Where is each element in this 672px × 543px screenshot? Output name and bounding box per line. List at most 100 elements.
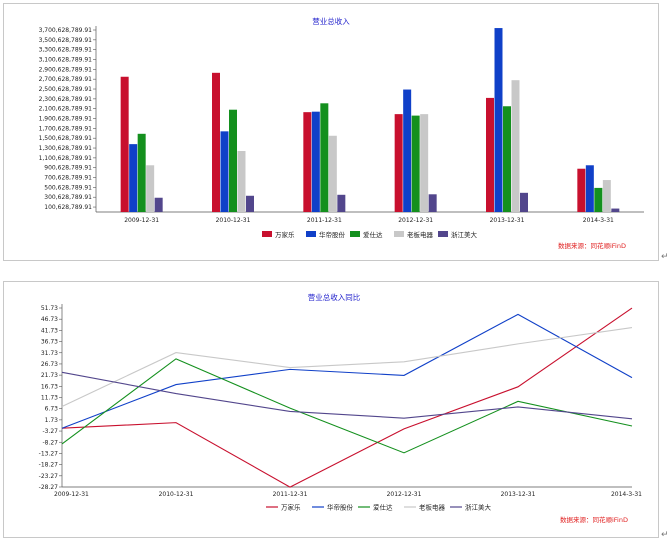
legend-swatch bbox=[262, 231, 272, 237]
series-line bbox=[61, 313, 633, 429]
series-line bbox=[61, 358, 633, 454]
y-tick-label: 300,628,789.91 bbox=[44, 194, 92, 201]
y-tick-label: -23.27 bbox=[39, 473, 59, 480]
y-tick-label: 2,300,628,789.91 bbox=[39, 96, 93, 103]
x-tick-label: 2014-3-31 bbox=[583, 217, 614, 224]
y-tick-label: 100,628,789.91 bbox=[44, 204, 92, 211]
x-tick-label: 2011-12-31 bbox=[307, 217, 342, 224]
x-tick-label: 2012-12-31 bbox=[398, 217, 433, 224]
bar bbox=[154, 197, 163, 212]
y-tick-label: 26.73 bbox=[41, 361, 58, 368]
data-source-note: 数据来源：同花顺iFinD bbox=[560, 515, 628, 524]
y-tick-label: 1,100,628,789.91 bbox=[39, 155, 93, 162]
paragraph-mark-icon: ↵ bbox=[661, 530, 669, 540]
y-tick-label: -18.27 bbox=[39, 462, 59, 469]
bar bbox=[420, 114, 429, 212]
bar bbox=[146, 165, 155, 212]
y-tick-label: 3,100,628,789.91 bbox=[39, 57, 93, 64]
bar bbox=[486, 97, 494, 212]
bar bbox=[428, 194, 437, 212]
data-source-note: 数据来源：同花顺iFinD bbox=[558, 241, 626, 250]
bar bbox=[328, 135, 337, 212]
bar bbox=[511, 80, 520, 212]
y-tick-label: 2,100,628,789.91 bbox=[39, 106, 93, 113]
bar bbox=[602, 180, 611, 212]
bar bbox=[120, 76, 129, 212]
bar bbox=[403, 89, 412, 212]
x-tick-label: 2010-12-31 bbox=[216, 217, 251, 224]
y-tick-label: 1,900,628,789.91 bbox=[39, 116, 93, 123]
bar bbox=[503, 106, 511, 212]
revenue-bar-chart: 营业总收入 3,700,628,789.91 3,500,628,789.91 3,3… bbox=[39, 16, 644, 250]
legend-label: 老板电器 bbox=[407, 230, 434, 239]
chart-title: 营业总收入同比 bbox=[308, 292, 361, 302]
bar bbox=[303, 112, 312, 212]
x-tick-label: 2010-12-31 bbox=[159, 491, 194, 498]
bar bbox=[594, 187, 603, 212]
y-tick-label: 16.73 bbox=[41, 383, 58, 390]
legend-label: 爱仕达 bbox=[373, 503, 393, 512]
legend-swatch bbox=[350, 231, 360, 237]
y-tick-label: 1,700,628,789.91 bbox=[39, 125, 93, 132]
chart-title: 营业总收入 bbox=[312, 16, 350, 26]
legend-label: 万家乐 bbox=[281, 503, 301, 512]
legend-swatch bbox=[438, 231, 448, 237]
bar bbox=[577, 168, 586, 212]
bar bbox=[494, 28, 503, 212]
y-tick-label: 900,628,789.91 bbox=[44, 165, 92, 172]
legend-label: 爱仕达 bbox=[363, 230, 383, 239]
y-tick-label: 700,628,789.91 bbox=[44, 175, 92, 182]
bar bbox=[220, 131, 229, 212]
bar bbox=[237, 151, 246, 212]
y-tick-label: 51.73 bbox=[41, 305, 58, 312]
legend-label: 浙江美大 bbox=[465, 503, 492, 512]
y-tick-label: -3.27 bbox=[42, 428, 58, 435]
legend-label: 老板电器 bbox=[419, 503, 446, 512]
y-tick-label: 3,300,628,789.91 bbox=[39, 47, 93, 54]
bar bbox=[585, 165, 594, 212]
y-tick-label: 41.73 bbox=[41, 327, 58, 334]
bar bbox=[520, 192, 528, 212]
paragraph-mark-icon: ↵ bbox=[661, 252, 669, 262]
legend-swatch bbox=[394, 231, 404, 237]
legend-label: 华帝股份 bbox=[319, 230, 346, 239]
bar bbox=[212, 72, 220, 213]
y-tick-label: -13.27 bbox=[39, 450, 59, 457]
x-tick-label: 2013-12-31 bbox=[490, 217, 525, 224]
y-tick-label: 1.73 bbox=[45, 417, 59, 424]
x-tick-label: 2009-12-31 bbox=[124, 217, 159, 224]
series-line bbox=[61, 326, 633, 408]
legend-label: 浙江美大 bbox=[451, 230, 478, 239]
bar bbox=[311, 111, 320, 212]
bar bbox=[229, 109, 237, 212]
legend-label: 万家乐 bbox=[275, 230, 295, 239]
legend-swatch bbox=[306, 231, 316, 237]
y-tick-label: 11.73 bbox=[41, 395, 58, 402]
y-tick-label: 6.73 bbox=[45, 406, 59, 413]
bar bbox=[246, 195, 254, 212]
x-tick-label: 2011-12-31 bbox=[273, 491, 308, 498]
y-tick-label: 3,700,628,789.91 bbox=[39, 27, 93, 34]
legend-label: 华帝股份 bbox=[327, 503, 354, 512]
x-tick-label: 2012-12-31 bbox=[387, 491, 422, 498]
bar bbox=[337, 194, 346, 212]
bar bbox=[137, 133, 146, 212]
y-tick-label: 36.73 bbox=[41, 339, 58, 346]
y-tick-label: 3,500,628,789.91 bbox=[39, 37, 93, 44]
revenue-growth-line-chart: 营业总收入同比 51.73 46.73 41.73 36.73 31.73 26.73 21.… bbox=[39, 292, 643, 524]
y-tick-label: 2,700,628,789.91 bbox=[39, 76, 93, 83]
x-tick-label: 2013-12-31 bbox=[501, 491, 536, 498]
x-tick-label: 2014-3-31 bbox=[611, 491, 642, 498]
y-tick-label: 2,500,628,789.91 bbox=[39, 86, 93, 93]
bar bbox=[411, 115, 420, 212]
bar bbox=[129, 144, 138, 212]
y-tick-label: -28.27 bbox=[39, 484, 59, 491]
series-line bbox=[61, 371, 633, 420]
revenue-bar-chart-panel: 营业总收入 3,700,628,789.91 3,500,628,789.91 3,3… bbox=[3, 3, 659, 261]
y-tick-label: 31.73 bbox=[41, 350, 58, 357]
y-tick-label: 1,300,628,789.91 bbox=[39, 145, 93, 152]
y-tick-label: -8.27 bbox=[42, 439, 58, 446]
x-tick-label: 2009-12-31 bbox=[54, 491, 89, 498]
bar bbox=[320, 103, 329, 212]
y-tick-label: 1,500,628,789.91 bbox=[39, 135, 93, 142]
